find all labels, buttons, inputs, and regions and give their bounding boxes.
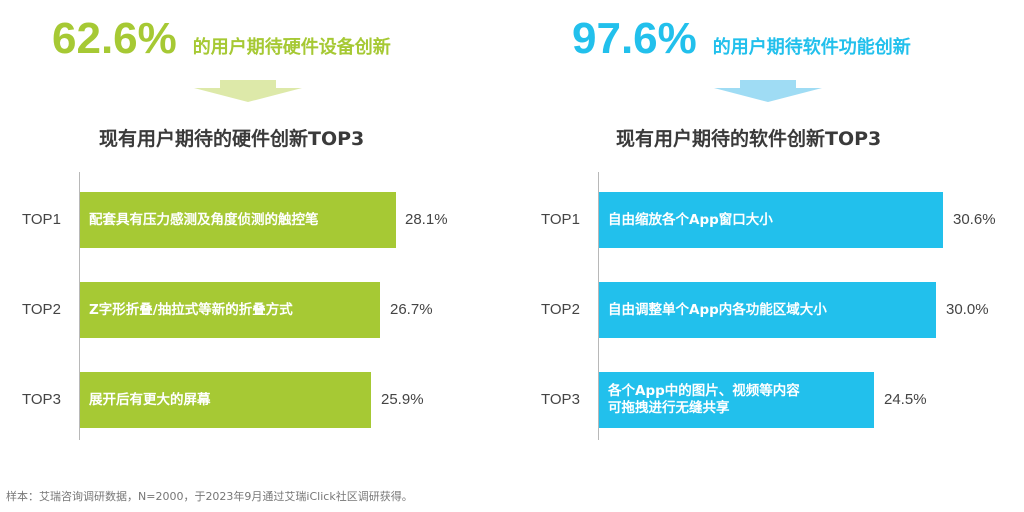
hardware-bar-2-label: Z字形折叠/抽拉式等新的折叠方式	[89, 301, 293, 318]
software-bar-3-label-line2: 可拖拽进行无缝共享	[608, 400, 730, 416]
hardware-rank-2: TOP2	[22, 301, 61, 318]
software-bar-1-value: 30.6%	[953, 211, 996, 228]
software-bar-3-label: 各个App中的图片、视频等内容 可拖拽进行无缝共享	[608, 383, 800, 417]
software-bar-2-label: 自由调整单个App内各功能区域大小	[608, 301, 827, 318]
hardware-bar-3-label: 展开后有更大的屏幕	[89, 391, 211, 408]
software-bar-2: 自由调整单个App内各功能区域大小	[599, 282, 936, 338]
hardware-headline-value: 62.6%	[52, 14, 177, 63]
hardware-rank-3: TOP3	[22, 391, 61, 408]
software-bar-3: 各个App中的图片、视频等内容 可拖拽进行无缝共享	[599, 372, 874, 428]
hardware-bar-3-value: 25.9%	[381, 391, 424, 408]
software-axis-line	[598, 172, 599, 440]
hardware-subtitle: 现有用户期待的硬件创新TOP3	[99, 128, 365, 150]
down-arrow-icon	[714, 80, 822, 102]
software-bar-3-value: 24.5%	[884, 391, 927, 408]
hardware-panel: 62.6% 的用户期待硬件设备创新 现有用户期待的硬件创新TOP3 TOP1 配…	[0, 0, 512, 470]
hardware-bar-1: 配套具有压力感测及角度侦测的触控笔	[80, 192, 396, 248]
software-bar-1: 自由缩放各个App窗口大小	[599, 192, 943, 248]
hardware-axis-line	[79, 172, 80, 440]
software-headline-text: 的用户期待软件功能创新	[712, 37, 911, 58]
software-bar-1-label: 自由缩放各个App窗口大小	[608, 211, 773, 228]
source-footnote: 样本：艾瑞咨询调研数据，N=2000，于2023年9月通过艾瑞iClick社区调…	[6, 490, 413, 503]
hardware-bar-2: Z字形折叠/抽拉式等新的折叠方式	[80, 282, 380, 338]
software-rank-3: TOP3	[541, 391, 580, 408]
down-arrow-icon	[194, 80, 302, 102]
software-bar-3-label-line1: 各个App中的图片、视频等内容	[608, 383, 800, 399]
hardware-bar-1-value: 28.1%	[405, 211, 448, 228]
hardware-headline: 62.6% 的用户期待硬件设备创新	[52, 14, 391, 64]
hardware-rank-1: TOP1	[22, 211, 61, 228]
software-headline-value: 97.6%	[572, 14, 697, 63]
software-rank-1: TOP1	[541, 211, 580, 228]
software-rank-2: TOP2	[541, 301, 580, 318]
software-subtitle: 现有用户期待的软件创新TOP3	[616, 128, 882, 150]
software-bar-2-value: 30.0%	[946, 301, 989, 318]
hardware-bar-2-value: 26.7%	[390, 301, 433, 318]
software-panel: 97.6% 的用户期待软件功能创新 现有用户期待的软件创新TOP3 TOP1 自…	[512, 0, 1024, 470]
software-headline: 97.6% 的用户期待软件功能创新	[572, 14, 911, 64]
hardware-bar-1-label: 配套具有压力感测及角度侦测的触控笔	[89, 211, 319, 228]
hardware-headline-text: 的用户期待硬件设备创新	[192, 37, 391, 58]
hardware-bar-3: 展开后有更大的屏幕	[80, 372, 371, 428]
